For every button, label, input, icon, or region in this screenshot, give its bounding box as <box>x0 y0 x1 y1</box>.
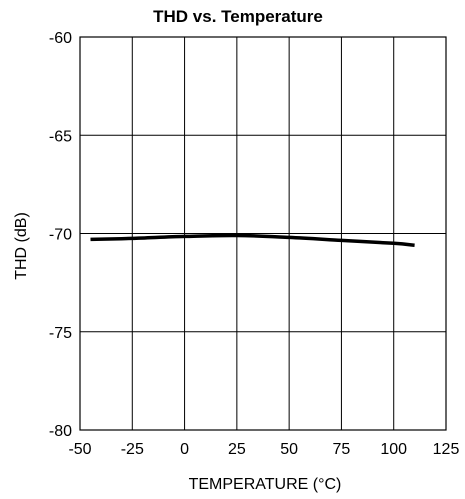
series-group <box>90 233 415 248</box>
x-axis-label: TEMPERATURE (°C) <box>189 476 342 493</box>
plot-frame <box>79 36 447 431</box>
grid <box>80 37 446 430</box>
x-tick-labels: -50 -25 0 25 50 75 100 125 <box>68 441 459 458</box>
y-tick-label: -75 <box>49 325 72 342</box>
chart-title: THD vs. Temperature <box>153 7 323 26</box>
x-tick-label: -25 <box>121 441 144 458</box>
y-axis-label: THD (dB) <box>13 212 30 280</box>
x-tick-label: 125 <box>433 441 460 458</box>
y-tick-label: -65 <box>49 128 72 145</box>
y-tick-label: -70 <box>49 227 72 244</box>
series-line-0 <box>90 233 415 248</box>
x-tick-label: -50 <box>68 441 91 458</box>
y-tick-labels: -60 -65 -70 -75 -80 <box>49 30 72 440</box>
x-tick-label: 0 <box>180 441 189 458</box>
x-tick-label: 50 <box>280 441 298 458</box>
y-tick-label: -60 <box>49 30 72 47</box>
y-tick-label: -80 <box>49 423 72 440</box>
x-tick-label: 25 <box>228 441 246 458</box>
x-tick-label: 100 <box>380 441 407 458</box>
x-tick-label: 75 <box>333 441 351 458</box>
